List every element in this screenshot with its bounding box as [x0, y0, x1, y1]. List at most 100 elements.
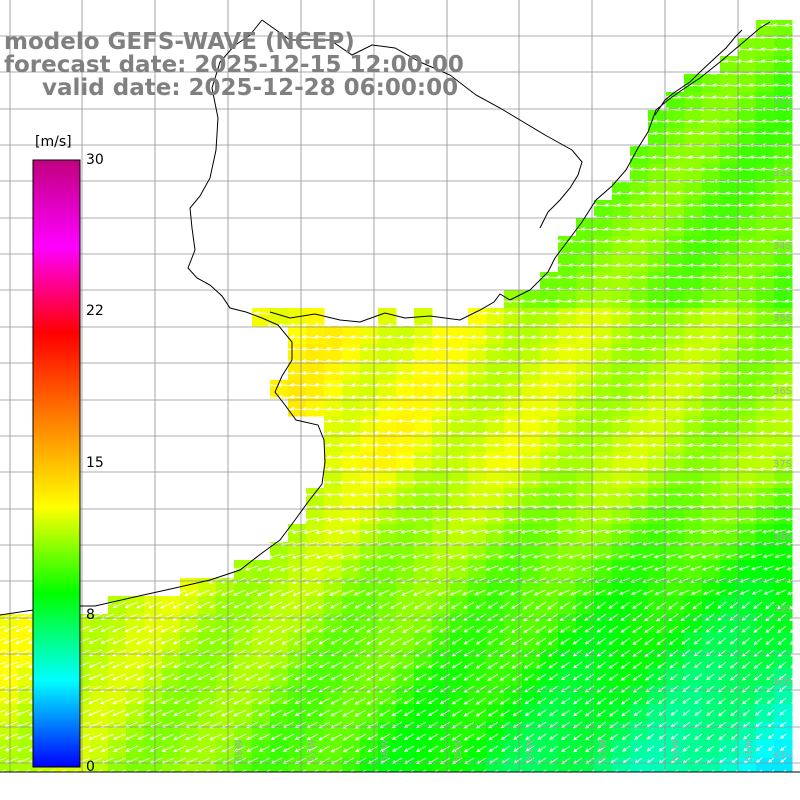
wind-arrow — [390, 673, 403, 681]
wind-arrow — [233, 709, 247, 717]
wind-arrow — [639, 467, 655, 471]
wind-speed-cell — [756, 308, 775, 327]
wind-arrow — [281, 661, 295, 669]
wind-arrow — [688, 119, 703, 124]
wind-speed-cell — [252, 704, 271, 723]
wind-speed-cell — [378, 344, 397, 363]
wind-arrow — [100, 625, 115, 633]
wind-speed-cell — [648, 290, 667, 309]
wind-speed-cell — [450, 326, 469, 345]
wind-speed-cell — [396, 344, 415, 363]
wind-arrow — [168, 769, 175, 772]
wind-arrow — [520, 492, 535, 497]
wind-arrow — [560, 661, 571, 669]
wind-arrow — [572, 613, 583, 621]
wind-speed-cell — [702, 434, 721, 453]
wind-arrow — [435, 480, 451, 485]
wind-arrow — [459, 431, 475, 435]
wind-speed-cell — [774, 632, 793, 651]
wind-arrow — [434, 358, 451, 363]
wind-arrow — [542, 395, 559, 399]
wind-arrow — [402, 601, 415, 610]
wind-speed-cell — [522, 614, 541, 633]
wind-arrow — [701, 227, 715, 232]
wind-arrow — [772, 359, 787, 363]
wind-arrow — [616, 505, 631, 510]
wind-arrow — [398, 442, 415, 447]
wind-arrow — [779, 709, 787, 716]
wind-arrow — [399, 335, 415, 339]
wind-arrow — [532, 492, 547, 497]
wind-speed-cell — [216, 740, 235, 759]
wind-speed-cell — [612, 416, 631, 435]
wind-arrow — [681, 637, 691, 645]
wind-speed-cell — [414, 632, 433, 651]
wind-speed-cell — [270, 560, 289, 579]
wind-speed-cell — [216, 686, 235, 705]
wind-speed-cell — [774, 398, 793, 417]
wind-speed-cell — [702, 632, 721, 651]
wind-arrow — [772, 23, 787, 28]
wind-arrow — [627, 383, 643, 387]
wind-arrow — [389, 553, 403, 559]
wind-arrow — [424, 565, 439, 572]
wind-arrow — [499, 613, 511, 621]
wind-speed-cell — [648, 542, 667, 561]
wind-arrow — [749, 95, 763, 100]
wind-speed-cell — [738, 308, 757, 327]
wind-arrow — [700, 263, 715, 268]
wind-arrow — [374, 383, 391, 387]
wind-arrow — [687, 383, 703, 387]
wind-arrow — [747, 455, 763, 459]
wind-arrow — [751, 589, 763, 595]
wind-speed-cell — [396, 362, 415, 381]
wind-arrow — [700, 275, 715, 280]
wind-arrow — [688, 95, 703, 100]
wind-arrow — [246, 733, 259, 741]
wind-arrow — [652, 480, 667, 485]
wind-arrow — [652, 323, 667, 327]
wind-arrow — [567, 480, 583, 485]
wind-arrow — [4, 745, 19, 752]
wind-arrow — [627, 467, 643, 471]
wind-arrow — [712, 371, 727, 375]
wind-arrow — [677, 263, 691, 268]
wind-arrow — [233, 625, 247, 633]
wind-arrow — [693, 661, 703, 669]
wind-arrow — [338, 346, 355, 351]
wind-arrow — [386, 454, 403, 459]
wind-speed-cell — [576, 362, 595, 381]
wind-arrow — [620, 613, 631, 621]
wind-arrow — [747, 419, 763, 423]
wind-speed-cell — [396, 416, 415, 435]
wind-arrow — [531, 311, 547, 315]
wind-arrow — [700, 95, 715, 100]
wind-arrow — [314, 407, 331, 411]
wind-speed-cell — [702, 380, 721, 399]
wind-speed-cell — [720, 218, 739, 237]
wind-arrow — [651, 383, 667, 387]
wind-arrow — [773, 47, 787, 52]
wind-arrow — [627, 443, 643, 447]
wind-speed-cell — [396, 506, 415, 525]
wind-arrow — [425, 589, 439, 596]
wind-speed-cell — [684, 632, 703, 651]
wind-speed-cell — [504, 290, 523, 309]
wind-arrow — [88, 745, 103, 753]
wind-arrow — [687, 407, 703, 411]
wind-arrow — [773, 517, 787, 522]
wind-arrow — [112, 709, 127, 717]
wind-arrow — [362, 480, 379, 485]
wind-speed-cell — [414, 758, 433, 772]
wind-arrow — [749, 131, 763, 136]
wind-arrow — [410, 394, 427, 399]
wind-arrow — [209, 625, 223, 633]
wind-arrow — [759, 443, 775, 447]
wind-arrow — [301, 769, 307, 772]
wind-arrow — [783, 407, 799, 411]
wind-speed-cell — [558, 344, 577, 363]
wind-speed-cell — [342, 524, 361, 543]
wind-speed-cell — [594, 470, 613, 489]
wind-arrow — [785, 529, 799, 534]
wind-arrow — [448, 553, 463, 559]
